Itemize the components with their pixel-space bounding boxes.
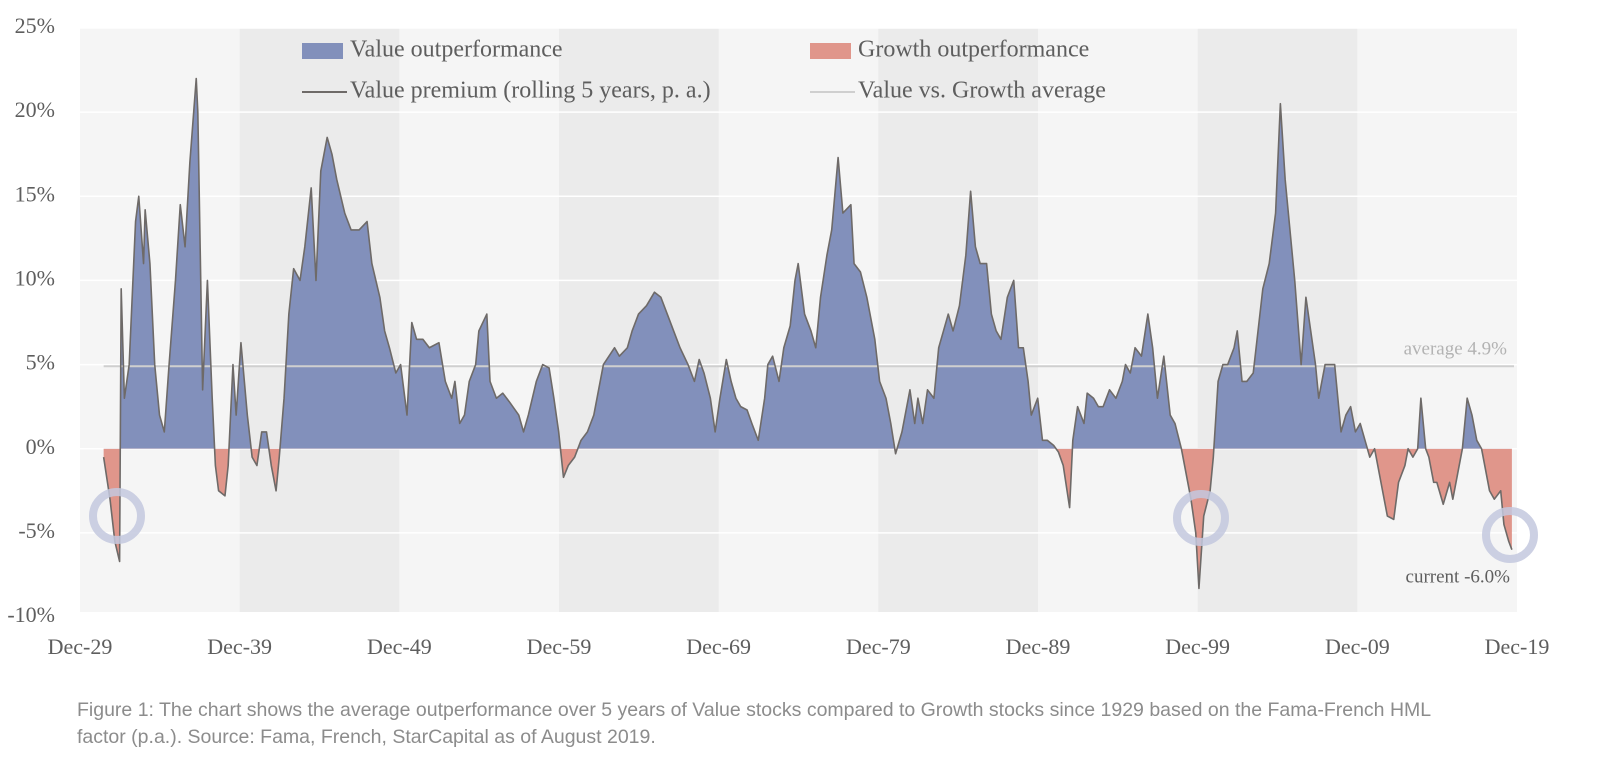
x-tick-label: Dec-39 (207, 634, 272, 659)
legend-swatch (302, 43, 343, 59)
value-area (103, 78, 1512, 449)
y-tick-label: -10% (7, 602, 55, 627)
legend-label: Value outperformance (350, 37, 563, 63)
x-tick-label: Dec-79 (846, 634, 911, 659)
legend-swatch (810, 43, 851, 59)
legend-label: Value vs. Growth average (858, 78, 1106, 104)
y-tick-label: 20% (15, 97, 55, 122)
highlight-circle (1482, 507, 1538, 563)
value-premium-line (102, 77, 1513, 590)
y-tick-label: -5% (18, 518, 55, 543)
legend: Value outperformance Growth outperformanc… (302, 37, 1106, 104)
x-tick-label: Dec-59 (527, 634, 592, 659)
x-tick-label: Dec-99 (1165, 634, 1230, 659)
y-tick-label: 0% (26, 434, 55, 459)
overlay (89, 488, 1538, 563)
x-tick-label: Dec-89 (1006, 634, 1071, 659)
caption-line: Figure 1: The chart shows the average ou… (77, 699, 1431, 721)
x-tick-label: Dec-19 (1485, 634, 1550, 659)
legend-label: Value premium (rolling 5 years, p. a.) (350, 78, 711, 104)
plot: average 4.9% (102, 77, 1514, 590)
x-tick-label: Dec-49 (367, 634, 432, 659)
caption-line: factor (p.a.). Source: Fama, French, Sta… (77, 726, 656, 748)
legend-label: Growth outperformance (858, 37, 1089, 63)
y-tick-label: 10% (15, 265, 55, 290)
highlight-circle (89, 488, 145, 544)
y-tick-label: 5% (26, 350, 55, 375)
y-tick-label: 15% (15, 181, 55, 206)
x-tick-label: Dec-29 (48, 634, 113, 659)
average-label: average 4.9% (1404, 339, 1508, 360)
highlight-circle (1173, 490, 1229, 546)
annotation: current -6.0% (1406, 566, 1511, 587)
x-tick-label: Dec-69 (686, 634, 751, 659)
x-tick-label: Dec-09 (1325, 634, 1390, 659)
y-tick-label: 25% (15, 13, 55, 38)
